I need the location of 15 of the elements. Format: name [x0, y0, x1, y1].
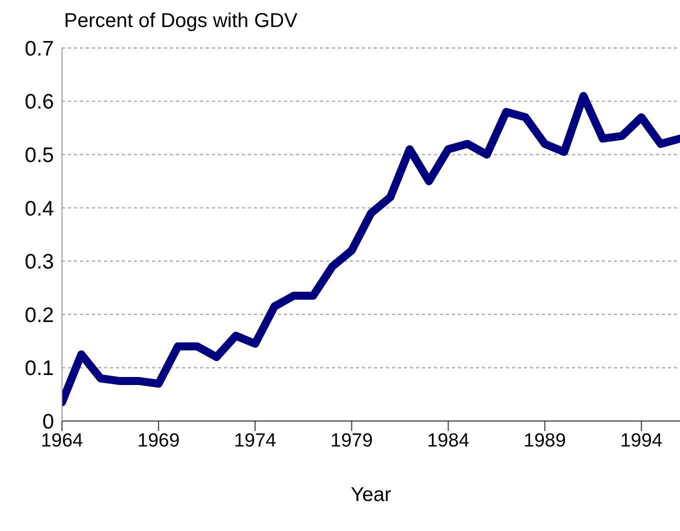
x-tick-label: 1994 — [620, 430, 663, 452]
x-tick-label: 1979 — [330, 430, 373, 452]
x-tick-label: 1984 — [427, 430, 470, 452]
y-tick-label: 0.7 — [24, 37, 54, 60]
x-tick-label: 1989 — [524, 430, 566, 452]
chart-title: Percent of Dogs with GDV — [64, 10, 298, 33]
y-tick-label: 0.4 — [24, 197, 54, 220]
x-tick-label: 1969 — [137, 430, 180, 452]
x-tick-label: 1974 — [234, 430, 277, 452]
y-tick-label: 0.6 — [24, 90, 54, 114]
y-tick-label: 0.2 — [24, 304, 54, 327]
y-tick-label: 0.3 — [24, 250, 54, 274]
y-tick-label: 0.5 — [24, 144, 54, 168]
y-tick-label: 0.1 — [24, 357, 54, 380]
x-axis-title: Year — [350, 484, 392, 506]
